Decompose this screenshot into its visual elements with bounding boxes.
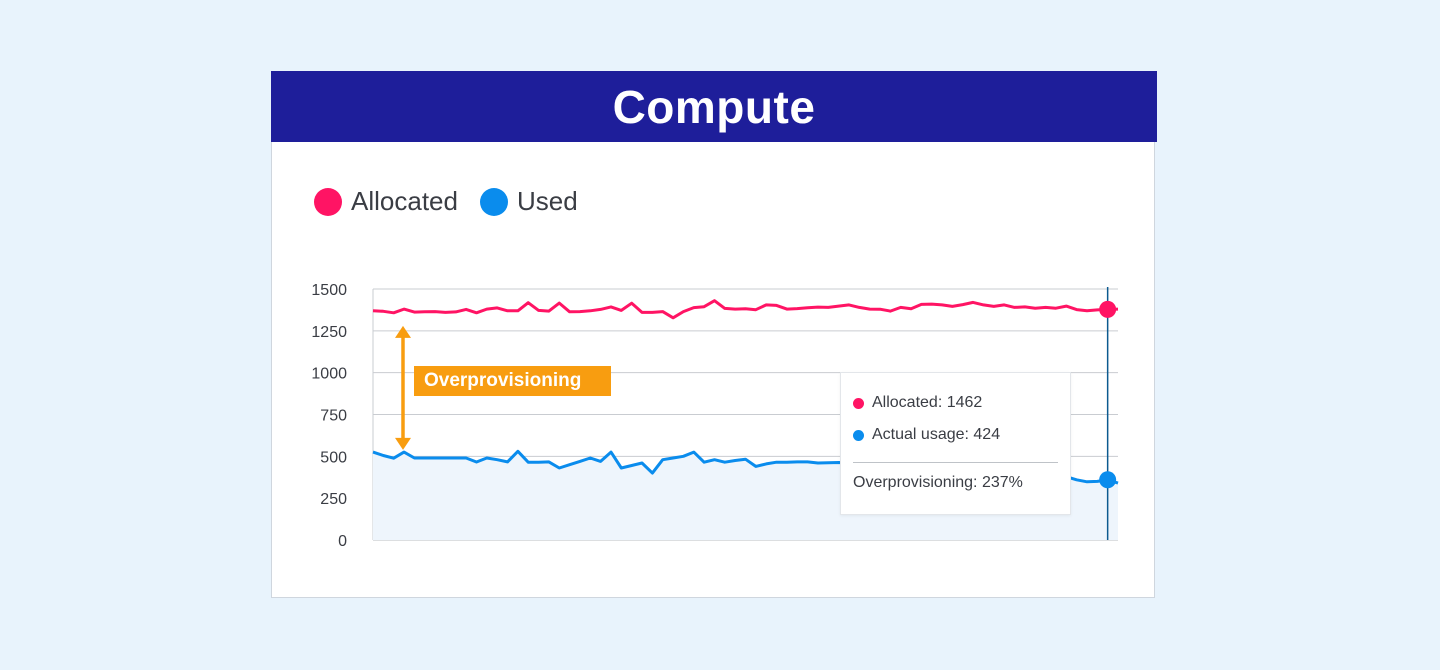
hover-tooltip: Allocated: 1462 Actual usage: 424 Overpr… <box>840 372 1071 515</box>
hover-marker-used <box>1099 471 1117 489</box>
line-chart: 0 250 500 750 1000 1250 1500 <box>311 282 1119 550</box>
legend-item-allocated[interactable]: Allocated <box>314 186 458 217</box>
series-line-allocated <box>372 299 1119 320</box>
y-tick-label-250: 250 <box>320 491 347 508</box>
legend-dot-used <box>479 187 508 216</box>
overprovisioning-badge: Overprovisioning <box>414 366 611 396</box>
legend-dot-allocated <box>314 187 342 216</box>
chart-overlay <box>395 287 1117 540</box>
tooltip-overprovisioning-text: Overprovisioning: 237% <box>853 474 1023 491</box>
overprovisioning-arrow-head-down <box>395 437 411 450</box>
tooltip-allocated-text: Allocated: 1462 <box>872 394 983 411</box>
chart-card: Compute Allocated Used 0 250 500 750 1000 125… <box>271 71 1157 598</box>
legend: Allocated Used <box>314 186 600 217</box>
tooltip-row-usage: Actual usage: 424 <box>853 426 1000 444</box>
legend-label-allocated: Allocated <box>351 186 458 216</box>
tooltip-dot-allocated <box>853 397 864 409</box>
chart-title: Compute <box>271 71 1157 142</box>
y-tick-label-750: 750 <box>320 408 347 425</box>
legend-label-used: Used <box>516 186 578 216</box>
y-tick-label-1250: 1250 <box>311 324 347 341</box>
overprovisioning-arrow-head-up <box>395 325 411 338</box>
hover-marker-allocated <box>1099 300 1117 318</box>
tooltip-divider <box>853 462 1058 463</box>
y-tick-label-1000: 1000 <box>311 366 347 383</box>
y-tick-label-0: 0 <box>338 533 347 550</box>
y-tick-label-1500: 1500 <box>311 282 347 299</box>
legend-item-used[interactable]: Used <box>479 186 578 217</box>
tooltip-row-allocated: Allocated: 1462 <box>853 394 982 412</box>
y-axis-ticks: 0 250 500 750 1000 1250 1500 <box>311 282 347 550</box>
y-tick-label-500: 500 <box>320 449 347 466</box>
tooltip-usage-text: Actual usage: 424 <box>872 426 1001 443</box>
tooltip-dot-usage <box>853 429 864 441</box>
